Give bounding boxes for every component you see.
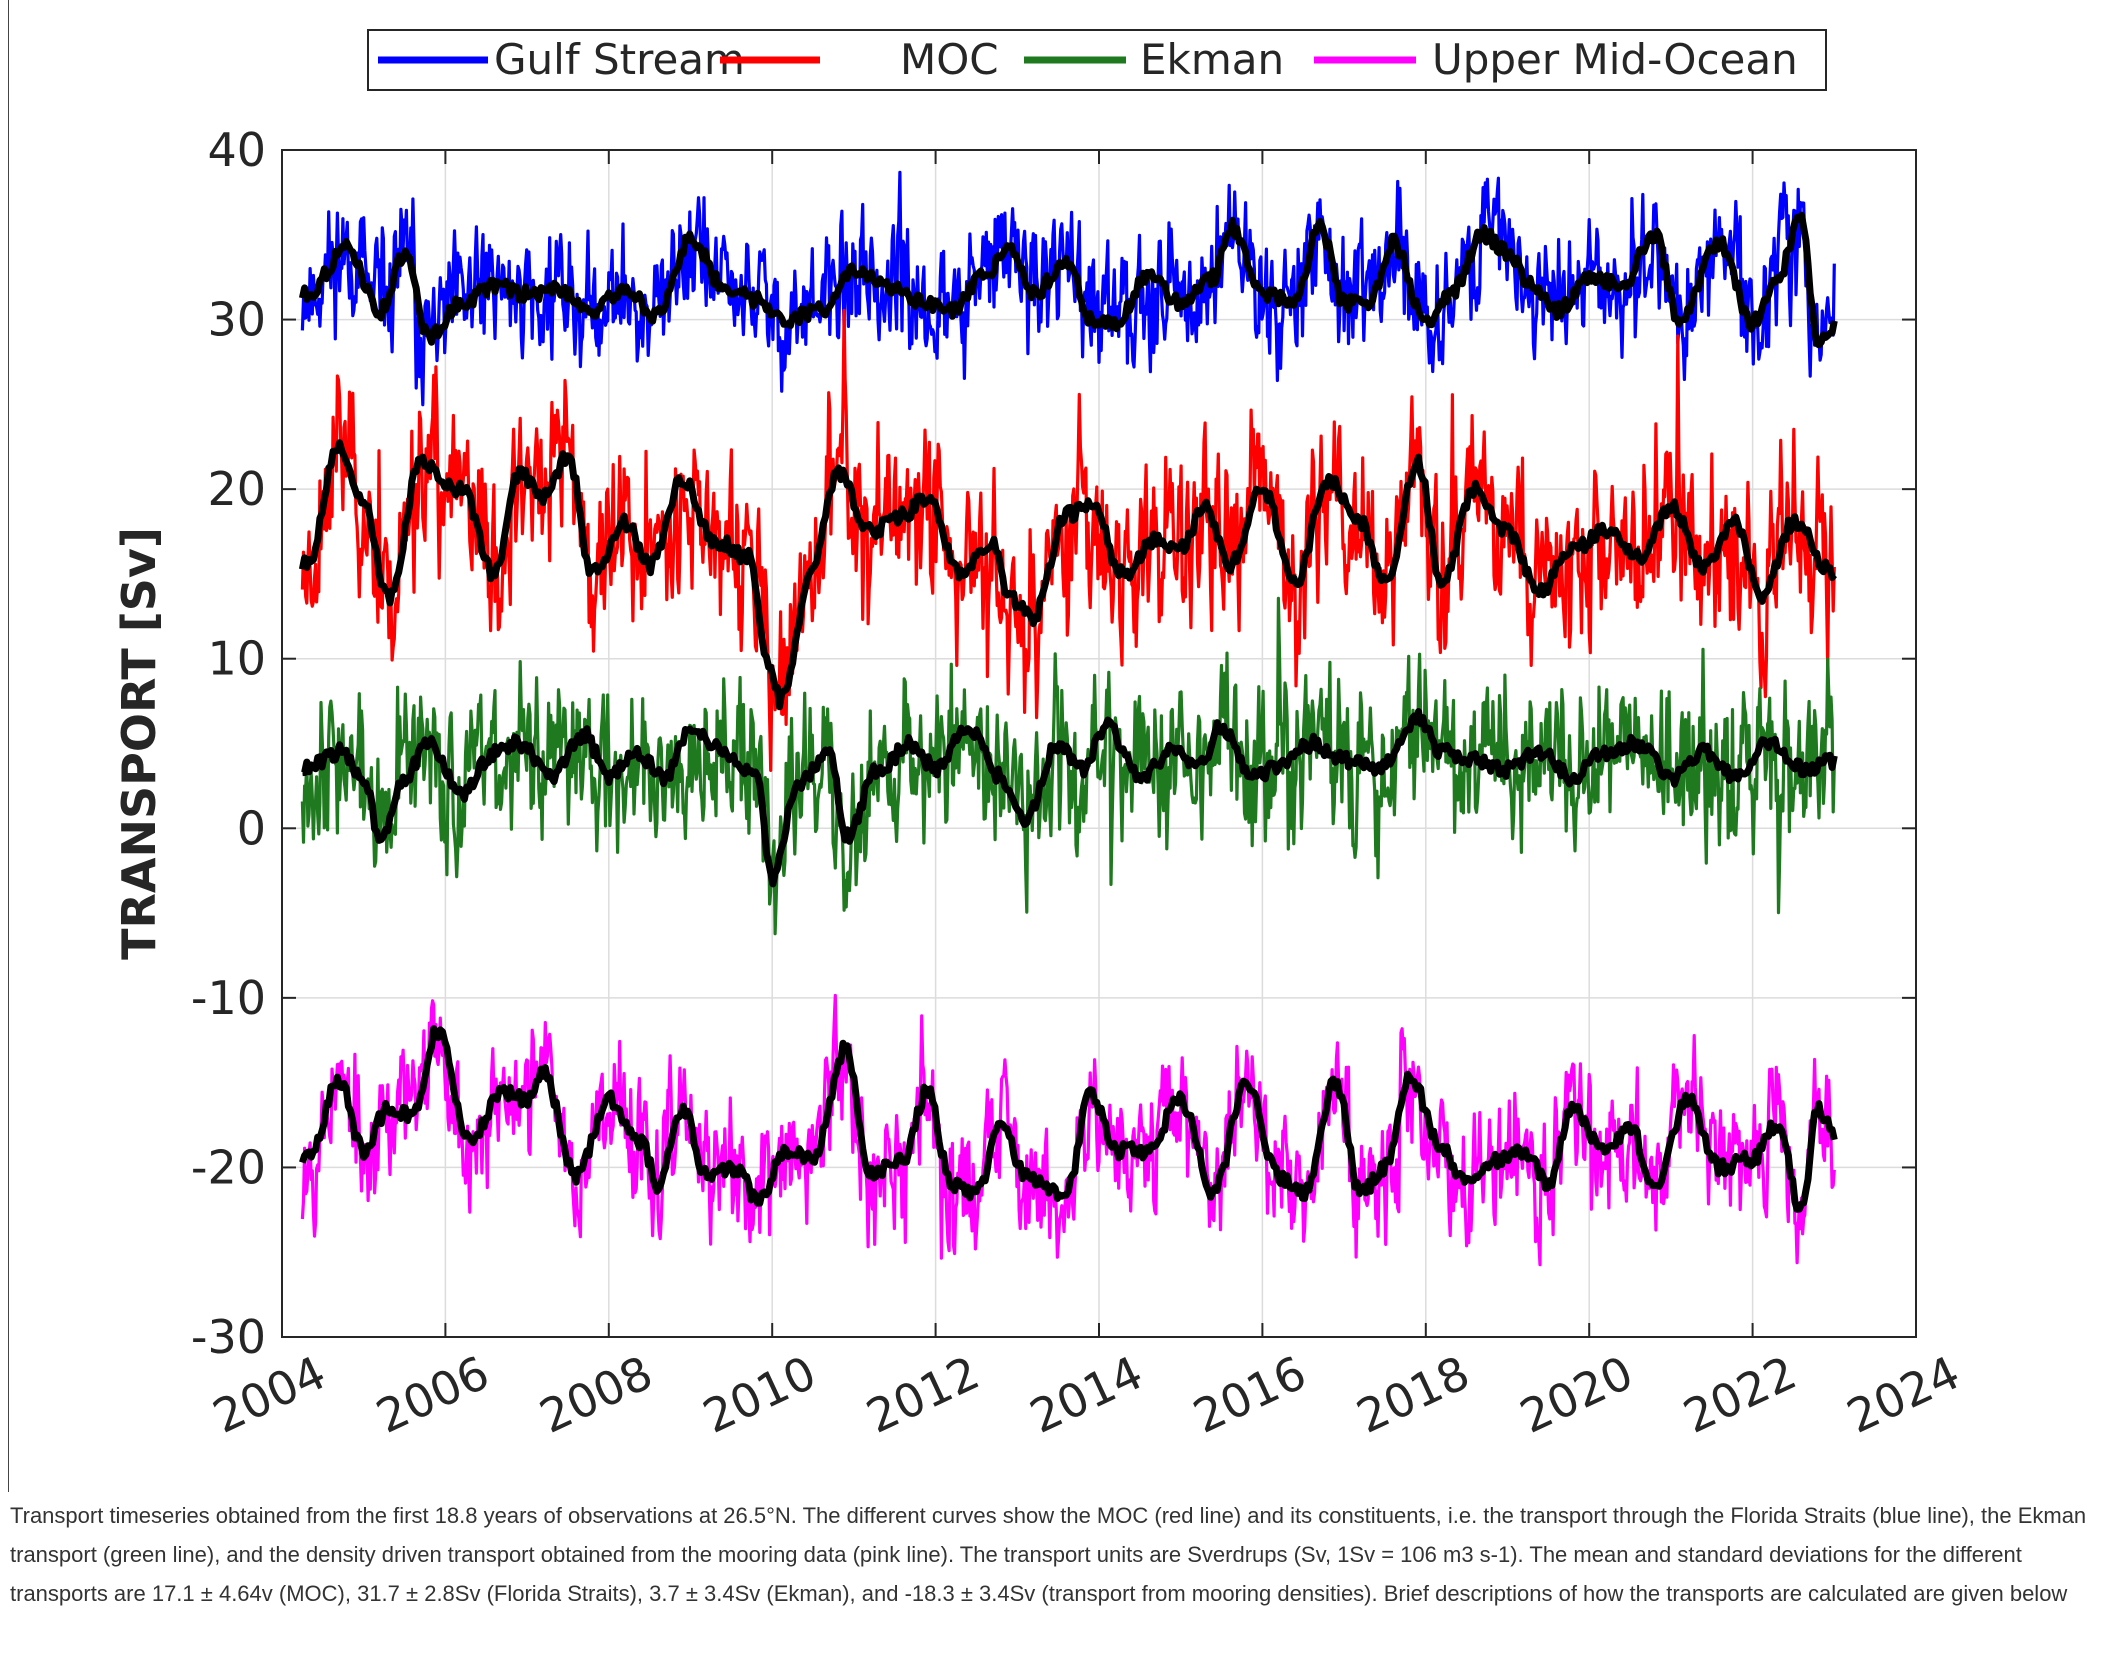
series-line-gulf-stream — [300, 170, 1836, 407]
x-tick-label: 2018 — [1349, 1345, 1478, 1443]
x-tick-label: 2010 — [695, 1345, 824, 1443]
page-left-border — [8, 0, 9, 1492]
x-tick-label: 2006 — [368, 1345, 497, 1443]
smoothed-line-moc — [298, 439, 1838, 711]
legend-label: Upper Mid-Ocean — [1432, 35, 1798, 84]
legend-label: Ekman — [1140, 35, 1284, 84]
y-axis-label: TRANSPORT [Sv] — [112, 527, 166, 960]
x-tick-label: 2020 — [1512, 1345, 1641, 1443]
y-tick-label: 40 — [207, 123, 266, 177]
series-line-moc — [300, 308, 1836, 772]
y-tick-label: -30 — [191, 1310, 266, 1364]
legend: Gulf Stream MOC Ekman Upper Mid-Ocean — [367, 29, 1827, 91]
series-lines — [300, 170, 1836, 1267]
y-tick-label: -10 — [191, 971, 266, 1025]
smoothed-line-gulf-stream — [298, 211, 1838, 349]
smoothed-line-upper-mid-ocean — [299, 1025, 1838, 1213]
smoothed-lines — [298, 211, 1838, 1213]
legend-label: MOC — [900, 35, 999, 84]
y-tick-label: 30 — [207, 293, 266, 347]
legend-label: Gulf Stream — [494, 35, 745, 84]
x-tick-label: 2016 — [1185, 1345, 1314, 1443]
x-tick-label: 2022 — [1675, 1345, 1804, 1443]
smoothed-line-ekman — [301, 708, 1838, 888]
x-tick-label: 2008 — [532, 1345, 661, 1443]
y-tick-label: 10 — [207, 632, 266, 686]
x-tick-label: 2024 — [1839, 1345, 1968, 1443]
y-tick-label: 20 — [207, 462, 266, 516]
transport-timeseries-chart: 2004 2006 2008 2010 2012 2014 2016 2018 2020 2022… — [112, 29, 1968, 1444]
y-tick-label: 0 — [237, 801, 266, 855]
series-line-upper-mid-ocean — [300, 993, 1836, 1267]
x-tick-label: 2012 — [858, 1345, 987, 1443]
figure-caption: Transport timeseries obtained from the f… — [10, 1503, 2087, 1606]
y-tick-label: -20 — [191, 1140, 266, 1194]
x-tick-label: 2014 — [1022, 1345, 1151, 1443]
